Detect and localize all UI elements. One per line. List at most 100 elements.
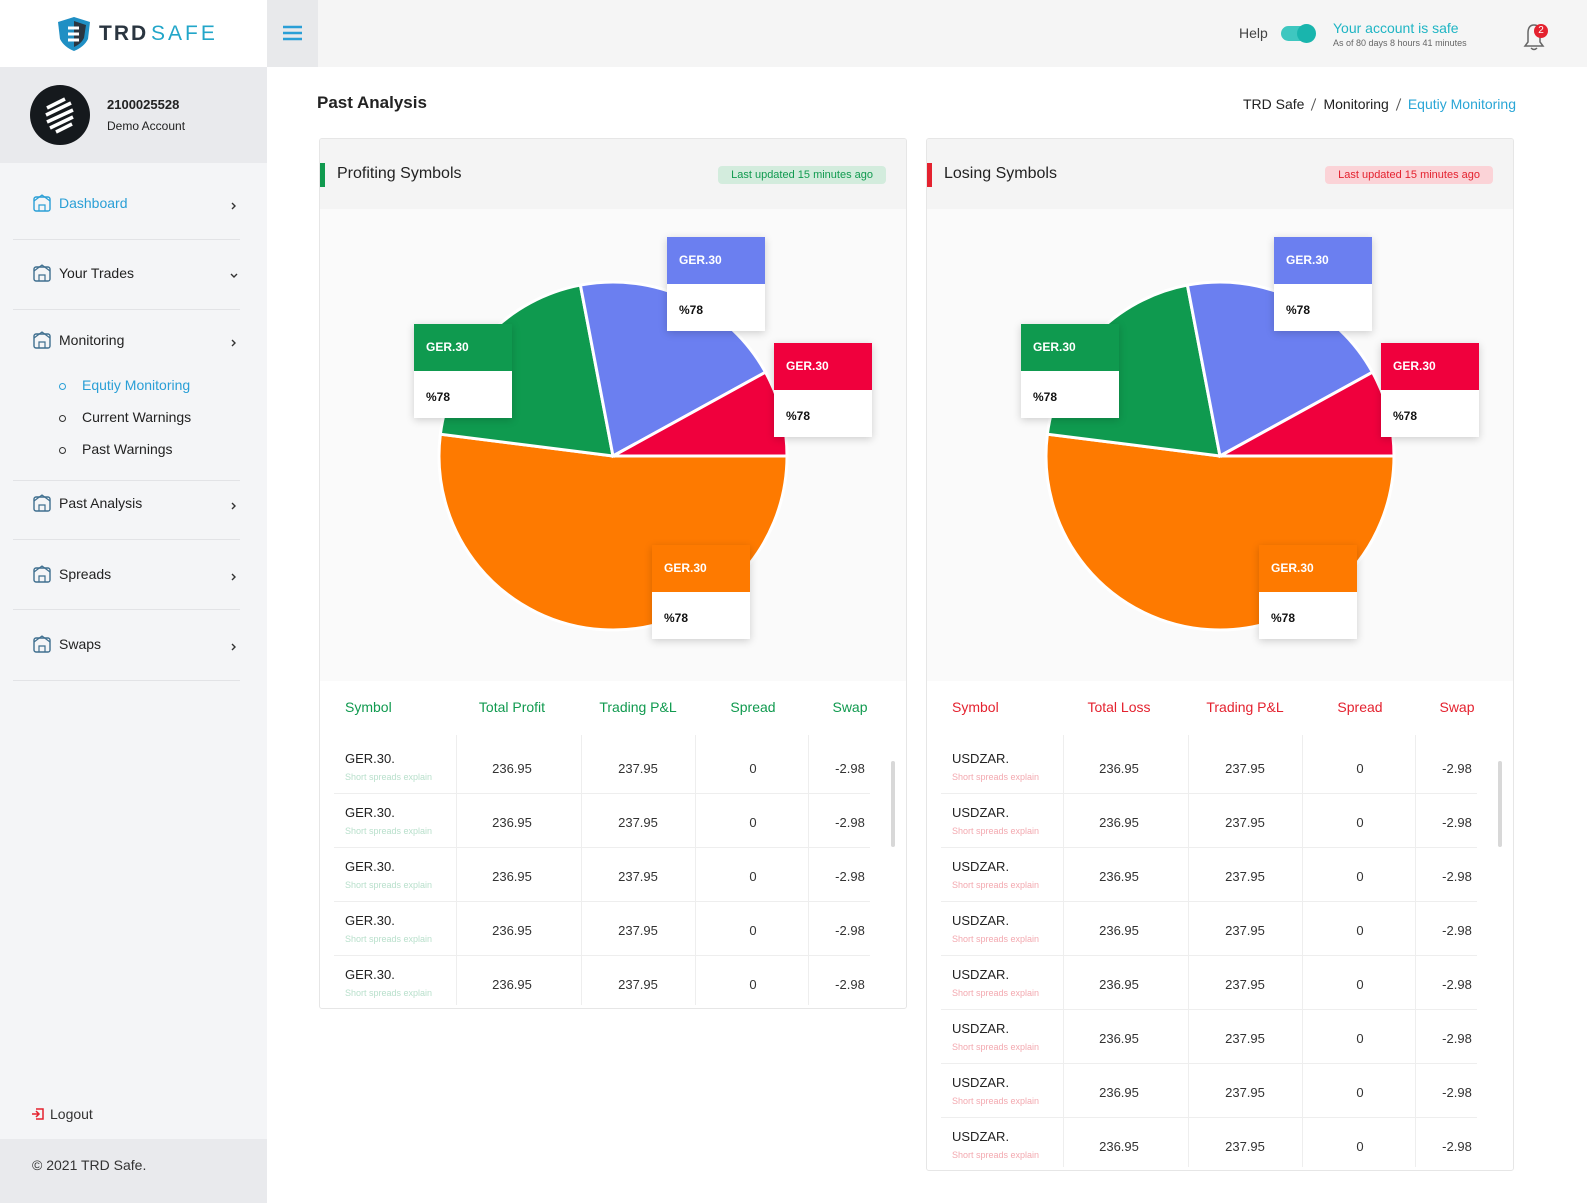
menu-icon-shape bbox=[33, 496, 51, 512]
submenu-item[interactable]: Equtiy Monitoring bbox=[82, 377, 191, 393]
submenu-item[interactable]: Current Warnings bbox=[82, 409, 192, 425]
scrollbar bbox=[1498, 761, 1502, 847]
pie-callout: GER.30 %78 bbox=[774, 343, 872, 437]
callout-title: GER.30 bbox=[1259, 545, 1357, 592]
row-symbol: GER.30. bbox=[345, 805, 395, 820]
menu-icon-detail bbox=[33, 331, 51, 348]
row-cell: -2.98 bbox=[1442, 977, 1472, 992]
row-cell: 237.95 bbox=[618, 977, 658, 992]
row-cell: 237.95 bbox=[1225, 977, 1265, 992]
account-type: Demo Account bbox=[107, 119, 186, 133]
row-cell: 0 bbox=[749, 761, 757, 776]
row-separator bbox=[941, 955, 1477, 956]
pie-chart bbox=[1044, 280, 1396, 632]
help-toggle[interactable] bbox=[1281, 24, 1316, 43]
row-cell: -2.98 bbox=[835, 923, 865, 938]
submenu-bullet bbox=[59, 415, 66, 422]
menu-icon-detail bbox=[33, 494, 51, 511]
menu-icon bbox=[33, 635, 51, 653]
row-cell: -2.98 bbox=[835, 977, 865, 992]
row-symbol: GER.30. bbox=[345, 913, 395, 928]
chevron bbox=[231, 643, 236, 651]
panel-title: Losing Symbols bbox=[944, 165, 1057, 182]
row-symbol: USDZAR. bbox=[952, 1129, 1010, 1144]
callout-title: GER.30 bbox=[652, 545, 750, 592]
bell-icon[interactable] bbox=[1519, 18, 1553, 52]
submenu-item[interactable]: Past Warnings bbox=[82, 441, 173, 457]
menu-item[interactable]: Spreads bbox=[59, 566, 112, 582]
menu-icon-detail bbox=[33, 194, 51, 211]
menu-item[interactable]: Monitoring bbox=[59, 332, 125, 348]
breadcrumb-item[interactable]: TRD Safe bbox=[1242, 96, 1305, 112]
row-separator bbox=[334, 847, 870, 848]
submenu-bullet bbox=[59, 383, 66, 390]
row-cell: 0 bbox=[1356, 761, 1364, 776]
row-note: Short spreads explain bbox=[345, 934, 433, 944]
pie-callout: GER.30 %78 bbox=[414, 324, 512, 418]
row-symbol: USDZAR. bbox=[952, 859, 1010, 874]
logo-icon bbox=[58, 17, 90, 51]
callout-value: %78 bbox=[786, 409, 811, 423]
row-cell: 236.95 bbox=[1099, 1139, 1139, 1154]
callout-value: %78 bbox=[1271, 611, 1296, 625]
row-separator bbox=[941, 793, 1477, 794]
row-symbol: USDZAR. bbox=[952, 805, 1010, 820]
menu-item[interactable]: Your Trades bbox=[59, 265, 134, 281]
footer: © 2021 TRD Safe. bbox=[0, 1139, 267, 1203]
menu-item[interactable]: Past Analysis bbox=[59, 495, 143, 511]
menu-icon-shape bbox=[33, 196, 51, 212]
menu-item[interactable]: Dashboard bbox=[59, 195, 128, 211]
row-note: Short spreads explain bbox=[345, 826, 433, 836]
menu-icon-detail bbox=[33, 635, 51, 652]
pie-callout: GER.30 %78 bbox=[652, 545, 750, 639]
row-cell: 237.95 bbox=[1225, 1085, 1265, 1100]
chevron bbox=[231, 573, 236, 581]
row-cell: 0 bbox=[749, 815, 757, 830]
pie-area bbox=[320, 209, 906, 681]
menu-icon-shape bbox=[33, 567, 51, 583]
chevron bbox=[230, 273, 238, 278]
row-cell: 0 bbox=[1356, 923, 1364, 938]
row-cell: 237.95 bbox=[618, 923, 658, 938]
row-symbol: GER.30. bbox=[345, 967, 395, 982]
row-cell: -2.98 bbox=[1442, 1085, 1472, 1100]
menu-icon bbox=[33, 565, 51, 583]
row-note: Short spreads explain bbox=[952, 772, 1040, 782]
table-header: Spread bbox=[730, 699, 776, 715]
panel-accent bbox=[320, 163, 325, 187]
menu-chevron bbox=[231, 573, 236, 581]
row-cell: 237.95 bbox=[1225, 1139, 1265, 1154]
panel-header: Losing Symbols Last updated 15 minutes ag… bbox=[927, 139, 1513, 209]
breadcrumb-item[interactable]: Monitoring bbox=[1323, 96, 1389, 112]
row-cell: 236.95 bbox=[1099, 977, 1139, 992]
table-header: Total Loss bbox=[1087, 699, 1151, 715]
table-header: Trading P&L bbox=[1206, 699, 1284, 715]
row-symbol: GER.30. bbox=[345, 859, 395, 874]
row-cell: -2.98 bbox=[1442, 1031, 1472, 1046]
row-separator bbox=[334, 901, 870, 902]
top-bar: Help Your account is safe As of 80 days … bbox=[267, 0, 1587, 67]
menu-separator bbox=[13, 480, 240, 481]
table-header: Spread bbox=[1337, 699, 1383, 715]
logout[interactable]: Logout bbox=[50, 1106, 93, 1122]
column-divider bbox=[1188, 735, 1189, 1167]
pie-area bbox=[927, 209, 1513, 681]
table-header: Symbol bbox=[345, 699, 392, 715]
menu-toggle[interactable] bbox=[267, 0, 318, 67]
breadcrumb-separator bbox=[1311, 97, 1317, 111]
row-cell: -2.98 bbox=[835, 761, 865, 776]
row-cell: 236.95 bbox=[1099, 1085, 1139, 1100]
row-cell: 236.95 bbox=[1099, 815, 1139, 830]
row-cell: 237.95 bbox=[1225, 761, 1265, 776]
menu-icon bbox=[33, 264, 51, 282]
row-note: Short spreads explain bbox=[952, 1042, 1040, 1052]
pie-chart bbox=[437, 280, 789, 632]
column-divider bbox=[1063, 735, 1064, 1167]
row-cell: 0 bbox=[749, 869, 757, 884]
callout-title: GER.30 bbox=[1274, 237, 1372, 284]
callout-value: %78 bbox=[1033, 390, 1058, 404]
column-divider bbox=[1415, 735, 1416, 1167]
menu-item[interactable]: Swaps bbox=[59, 636, 102, 652]
pie-callout: GER.30 %78 bbox=[1381, 343, 1479, 437]
row-note: Short spreads explain bbox=[952, 1150, 1040, 1160]
